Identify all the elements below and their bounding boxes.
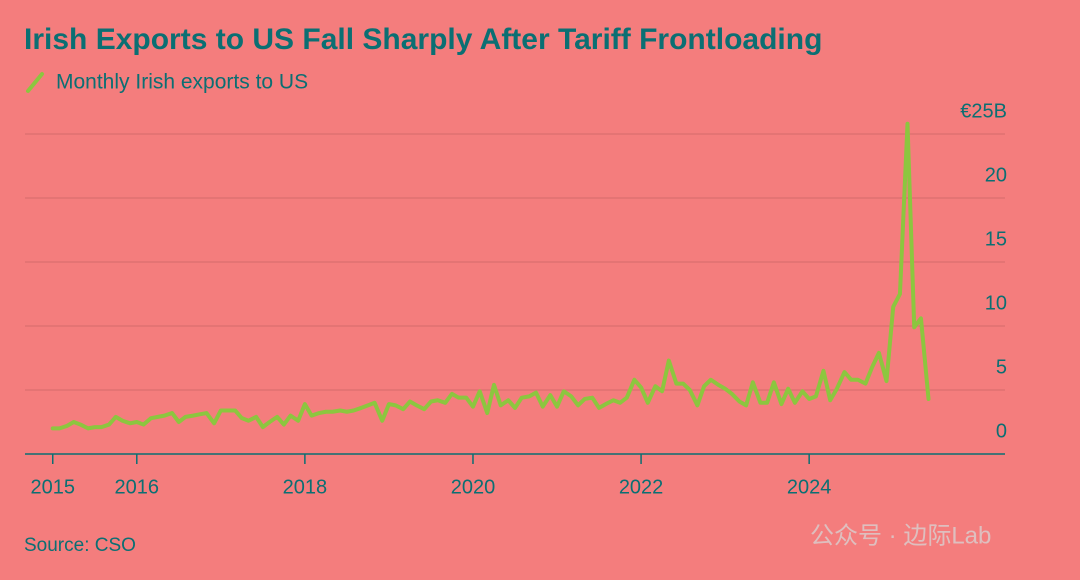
y-tick-label: 15 <box>985 228 1007 250</box>
source: Source: CSO <box>24 535 136 556</box>
x-tick-label: 2020 <box>451 476 496 498</box>
x-tick-label: 2018 <box>283 476 328 498</box>
x-tick-label: 2015 <box>30 476 75 498</box>
y-tick-label: 5 <box>996 356 1007 378</box>
y-tick-label: €25B <box>960 100 1007 122</box>
series-line <box>50 121 931 431</box>
watermark: 公众号 · 边际Lab <box>810 522 991 549</box>
legend-label: Monthly Irish exports to US <box>56 71 308 94</box>
y-tick-label: 20 <box>985 164 1007 186</box>
x-tick-label: 2024 <box>787 476 832 498</box>
y-tick-label: 10 <box>985 292 1007 314</box>
x-tick-label: 2022 <box>619 476 664 498</box>
x-tick-label: 2016 <box>115 476 160 498</box>
y-tick-label: 0 <box>996 420 1007 442</box>
chart-title: Irish Exports to US Fall Sharply After T… <box>24 23 822 56</box>
legend-swatch <box>26 72 44 93</box>
